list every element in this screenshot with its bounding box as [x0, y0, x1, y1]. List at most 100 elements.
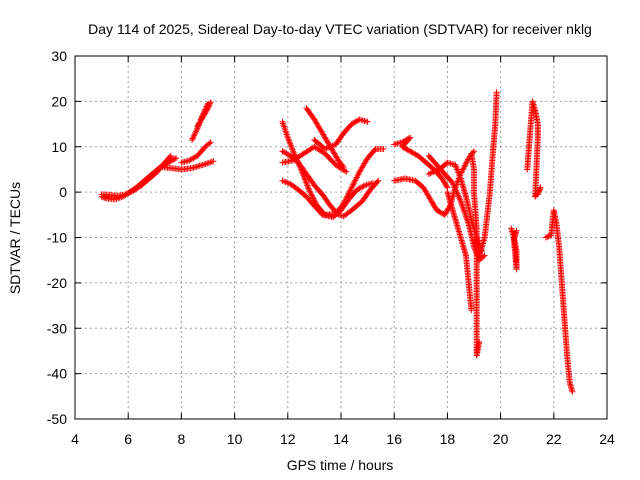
series-track-k — [303, 105, 347, 171]
data-point-plus — [173, 155, 180, 162]
data-point-plus — [493, 89, 500, 96]
data-point-plus — [206, 100, 213, 107]
data-point-plus — [537, 184, 544, 191]
data-point-plus — [351, 178, 358, 185]
series-track-f — [194, 99, 214, 130]
data-point-plus — [513, 227, 520, 234]
data-point-plus — [461, 163, 468, 170]
data-point-plus — [283, 129, 290, 136]
y-axis-label: SDTVAR / TECUs — [7, 182, 23, 294]
data-point-plus — [206, 102, 213, 109]
data-point-plus — [461, 208, 468, 215]
data-point-plus — [534, 191, 541, 198]
data-point-plus — [352, 177, 359, 184]
data-point-plus — [306, 186, 313, 193]
data-point-plus — [371, 147, 378, 154]
data-point-plus — [347, 187, 354, 194]
data-point-plus — [201, 161, 208, 168]
data-point-plus — [206, 140, 213, 147]
data-point-plus — [303, 181, 310, 188]
series-track-i — [279, 177, 376, 221]
data-point-plus — [480, 253, 487, 260]
tick-layer: 4 6 8 10 12 14 16 18 20 22 24 -50 -40 -30 -20 -10 0 10 20 3… — [47, 48, 615, 447]
x-axis-label: GPS time / hours — [287, 457, 394, 473]
series-track-r — [468, 150, 483, 359]
series-track-q — [444, 189, 475, 314]
data-point-plus — [310, 195, 317, 202]
series-track-p — [425, 159, 485, 255]
y-tick-label: -30 — [47, 320, 67, 336]
series-track-v — [542, 207, 576, 395]
series-track-g — [279, 118, 387, 218]
data-point-plus — [282, 126, 289, 133]
data-point-plus — [369, 180, 376, 187]
data-point-plus — [364, 118, 371, 125]
data-point-plus — [280, 120, 287, 127]
series-track-j — [279, 143, 350, 175]
data-point-plus — [346, 188, 353, 195]
data-point-plus — [380, 146, 387, 153]
series-track-m — [391, 134, 451, 191]
data-point-plus — [459, 204, 466, 211]
data-point-plus — [191, 132, 198, 139]
data-point-plus — [542, 234, 549, 241]
data-point-plus — [205, 159, 212, 166]
x-tick-label: 8 — [178, 431, 186, 447]
series-track-o — [425, 152, 488, 264]
data-point-plus — [281, 125, 288, 132]
data-point-plus — [459, 166, 466, 173]
data-point-plus — [544, 233, 551, 240]
data-point-plus — [304, 183, 311, 190]
data-point-plus — [345, 190, 352, 197]
data-point-plus — [280, 121, 287, 128]
data-point-plus — [199, 161, 206, 168]
data-point-plus — [476, 338, 483, 345]
x-tick-label: 4 — [71, 431, 79, 447]
data-point-plus — [347, 186, 354, 193]
data-point-plus — [190, 134, 197, 141]
data-point-plus — [208, 158, 215, 165]
series-track-h — [279, 148, 382, 220]
data-point-plus — [279, 118, 286, 125]
series-track-t — [508, 225, 520, 273]
data-point-plus — [343, 168, 350, 175]
data-point-plus — [302, 176, 309, 183]
data-point-plus — [207, 159, 214, 166]
data-point-plus — [340, 164, 347, 171]
data-point-plus — [309, 194, 316, 201]
data-point-plus — [307, 189, 314, 196]
data-point-plus — [205, 105, 211, 112]
data-point-plus — [303, 179, 310, 186]
data-point-plus — [192, 129, 199, 136]
series-track-c — [159, 158, 217, 173]
data-point-plus — [468, 307, 475, 314]
x-tick-label: 12 — [280, 431, 296, 447]
data-point-plus — [464, 157, 471, 164]
data-point-plus — [202, 160, 209, 167]
y-tick-label: -50 — [47, 411, 67, 427]
chart-title: Day 114 of 2025, Sidereal Day-to-day VTE… — [88, 21, 592, 37]
data-point-plus — [193, 128, 200, 135]
x-tick-label: 16 — [386, 431, 402, 447]
data-point-plus — [353, 174, 360, 181]
data-point-plus — [341, 167, 348, 174]
y-tick-label: 30 — [51, 48, 67, 64]
grid-layer — [75, 56, 607, 419]
data-point-plus — [569, 388, 576, 395]
data-point-plus — [375, 177, 382, 184]
data-point-plus — [535, 188, 542, 195]
data-point-plus — [166, 153, 173, 160]
data-point-plus — [443, 183, 450, 190]
x-tick-label: 6 — [124, 431, 132, 447]
series-track-b — [98, 152, 174, 199]
data-point-plus — [167, 152, 174, 159]
data-point-plus — [281, 123, 288, 130]
data-point-plus — [205, 103, 212, 110]
y-tick-label: -10 — [47, 230, 67, 246]
data-point-plus — [193, 127, 200, 134]
data-point-plus — [308, 191, 315, 198]
data-point-plus — [354, 173, 361, 180]
points-layer — [98, 89, 576, 395]
series-track-s — [476, 89, 500, 259]
